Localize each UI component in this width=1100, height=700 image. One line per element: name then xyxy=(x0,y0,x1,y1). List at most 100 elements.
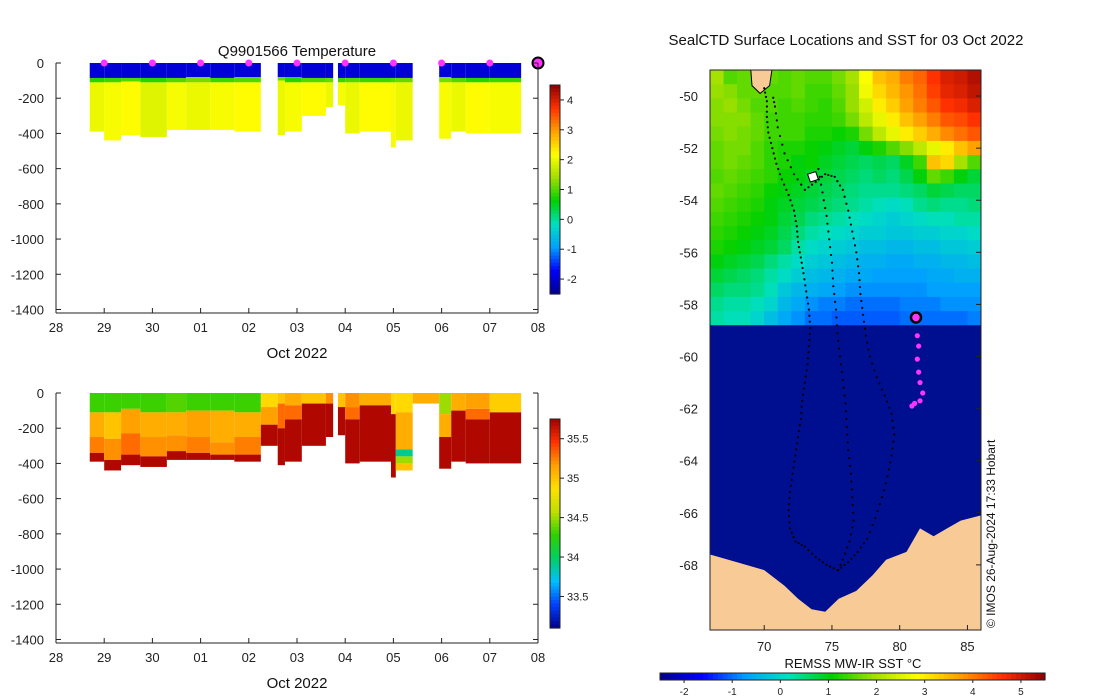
track-dot xyxy=(806,363,809,366)
sst-cell xyxy=(710,112,725,128)
sst-cell xyxy=(831,84,847,99)
colorbar-tick-label: 34.5 xyxy=(567,513,588,525)
sst-cell xyxy=(723,197,738,213)
sst-cell xyxy=(872,112,887,128)
profile-cell xyxy=(439,437,452,469)
profile-cell xyxy=(395,63,413,78)
colorbar-segment xyxy=(550,561,560,566)
sst-cell xyxy=(872,70,887,85)
profile-cell xyxy=(284,63,302,78)
colorbar-segment xyxy=(550,238,560,243)
colorbar-segment xyxy=(804,673,810,680)
sst-cell xyxy=(777,296,792,312)
colorbar-tick-label: 2 xyxy=(874,687,880,698)
sst-cell xyxy=(723,126,738,142)
colorbar-segment xyxy=(550,210,560,215)
colorbar-segment xyxy=(550,192,560,198)
track-dot xyxy=(768,136,771,139)
profile-cell xyxy=(465,63,490,78)
sst-cell xyxy=(777,282,792,298)
profile-cell xyxy=(89,437,105,453)
profile-cell xyxy=(104,82,122,141)
colorbar-segment xyxy=(550,425,560,431)
track-dot xyxy=(888,406,891,409)
profile-marker xyxy=(293,59,301,67)
sst-cell xyxy=(845,268,860,284)
sst-cell xyxy=(913,126,928,142)
track-dot xyxy=(853,554,856,557)
sst-cell xyxy=(710,225,725,241)
sst-cell xyxy=(886,311,901,326)
sst-cell xyxy=(953,240,969,255)
map-axes: -50 -52 -54 -56 -58 -60 -62 -64 -66 -68 70 75 80 85 xyxy=(679,69,982,654)
profile-cell xyxy=(186,82,211,130)
sst-cell xyxy=(967,282,981,298)
y-tick-label: 0 xyxy=(37,56,44,71)
colorbar-segment xyxy=(550,287,560,292)
colorbar-segment xyxy=(833,673,839,680)
sst-cell xyxy=(710,183,725,199)
profile-cell xyxy=(140,63,167,78)
colorbar-segment xyxy=(550,273,560,278)
sst-cell xyxy=(859,126,874,142)
colorbar-tick-label: 1 xyxy=(826,687,832,698)
track-dot xyxy=(883,394,886,397)
colorbar-segment xyxy=(674,673,680,680)
sst-cell xyxy=(750,112,765,128)
track-dot xyxy=(765,110,769,113)
sst-cell xyxy=(750,268,765,284)
sst-map-panel: SealCTD Surface Locations and SST for 03… xyxy=(659,32,1046,698)
profile-cell xyxy=(234,412,261,438)
sst-cell xyxy=(777,211,792,227)
track-dot xyxy=(832,285,835,288)
x-tick-label: 03 xyxy=(290,320,304,335)
sst-cell xyxy=(926,183,941,199)
colorbar-segment xyxy=(550,199,560,205)
colorbar-segment xyxy=(943,673,950,680)
profile-cell xyxy=(301,63,326,78)
y-tick-label: -1200 xyxy=(11,597,44,612)
profile-cell xyxy=(186,452,211,460)
sst-cell xyxy=(899,197,914,213)
sst-cell xyxy=(872,155,887,170)
sst-cell xyxy=(886,211,901,227)
y-tick-label: -1000 xyxy=(11,232,44,247)
track-dot xyxy=(764,95,768,99)
x-tick-label: 06 xyxy=(434,650,448,665)
track-dot xyxy=(810,183,814,186)
sst-cell xyxy=(723,240,738,255)
track-dot xyxy=(800,261,803,264)
sst-cell xyxy=(913,225,928,241)
lon-tick-label: 75 xyxy=(825,639,839,654)
track-dot xyxy=(891,419,894,422)
track-dot xyxy=(866,537,869,540)
track-dot xyxy=(807,351,810,354)
colorbar-segment xyxy=(751,673,757,680)
colorbar-segment xyxy=(881,673,887,680)
sst-cell xyxy=(831,126,847,142)
track-dot xyxy=(830,261,834,264)
x-tick-label: 30 xyxy=(145,650,159,665)
recent-position-dot xyxy=(914,356,920,362)
sst-cell xyxy=(818,296,833,312)
sst-cell xyxy=(710,282,725,298)
salinity-data-cells xyxy=(89,393,522,478)
track-dot xyxy=(864,334,867,337)
lat-tick-label: -54 xyxy=(679,193,698,208)
track-dot xyxy=(857,272,861,275)
profile-cell xyxy=(166,412,187,436)
profile-cell xyxy=(166,435,187,452)
colorbar-segment xyxy=(550,262,560,267)
sst-cell xyxy=(791,183,806,199)
sst-cell xyxy=(926,282,941,298)
profile-cell xyxy=(489,393,522,413)
colorbar-segment xyxy=(664,673,671,680)
profile-cell xyxy=(166,77,187,83)
sst-cell xyxy=(899,84,914,99)
track-dot xyxy=(852,237,855,240)
temperature-axes: 0 -200 -400 -600 -800 -1000 -1200 -1400 28 29 30 01… xyxy=(11,56,545,335)
colorbar-segment xyxy=(550,506,560,511)
track-dot xyxy=(849,223,853,226)
profile-marker xyxy=(100,59,108,67)
profile-cell xyxy=(234,77,261,83)
